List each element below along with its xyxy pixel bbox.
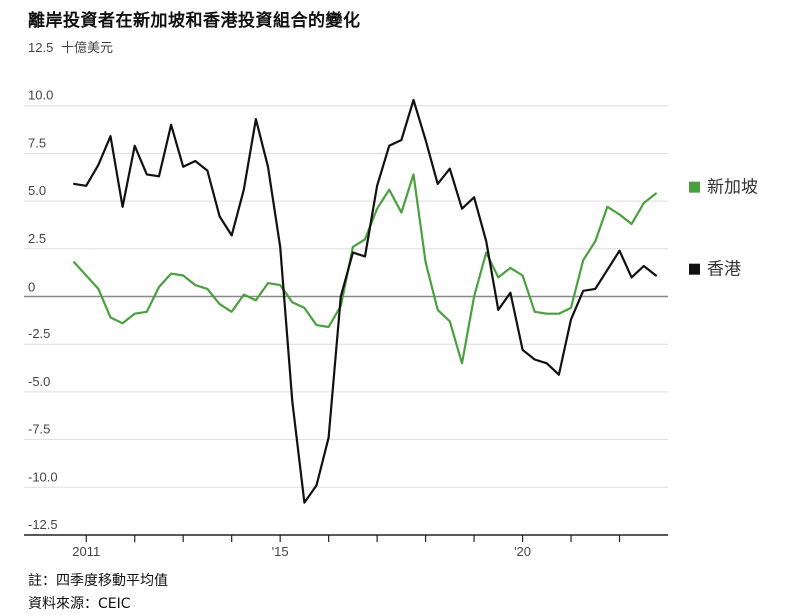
x-tick-label: 2011 (72, 544, 100, 559)
chart-title: 離岸投資者在新加坡和香港投資組合的變化 (28, 11, 361, 31)
y-axis-unit-label: 十億美元 (61, 40, 113, 56)
y-tick-label: 0 (28, 280, 35, 295)
legend-label-hongkong: 香港 (707, 260, 741, 280)
chart-note: 註：四季度移動平均值 (28, 573, 168, 589)
y-tick-label: -2.5 (28, 326, 50, 341)
legend-swatch-singapore (689, 181, 700, 193)
x-tick-label: '15 (272, 544, 289, 559)
y-tick-label: 7.5 (28, 135, 46, 150)
y-tick-label: -7.5 (28, 422, 50, 437)
y-tick-label: 12.5 (28, 40, 53, 55)
chart-source: 資料來源：CEIC (28, 596, 131, 612)
legend-swatch-hongkong (689, 263, 700, 275)
y-axis-ticks: 12.5 10.0 7.5 5.0 2.5 0 -2.5 -5.0 -7.5 -10.0 -12.5… (28, 40, 113, 532)
x-axis: 2011 '15 '20 (24, 534, 668, 559)
y-tick-label: -5.0 (28, 374, 50, 389)
series-lines (73, 98, 657, 504)
y-tick-label: 5.0 (28, 183, 46, 198)
y-tick-label: 10.0 (28, 88, 53, 103)
x-tick-label: '20 (514, 544, 531, 559)
series-line-hongkong (73, 98, 657, 504)
y-tick-label: -12.5 (28, 517, 58, 532)
legend-label-singapore: 新加坡 (707, 178, 758, 198)
y-tick-label: 2.5 (28, 231, 46, 246)
series-line-singapore (73, 173, 657, 365)
y-tick-label: -10.0 (28, 469, 58, 484)
